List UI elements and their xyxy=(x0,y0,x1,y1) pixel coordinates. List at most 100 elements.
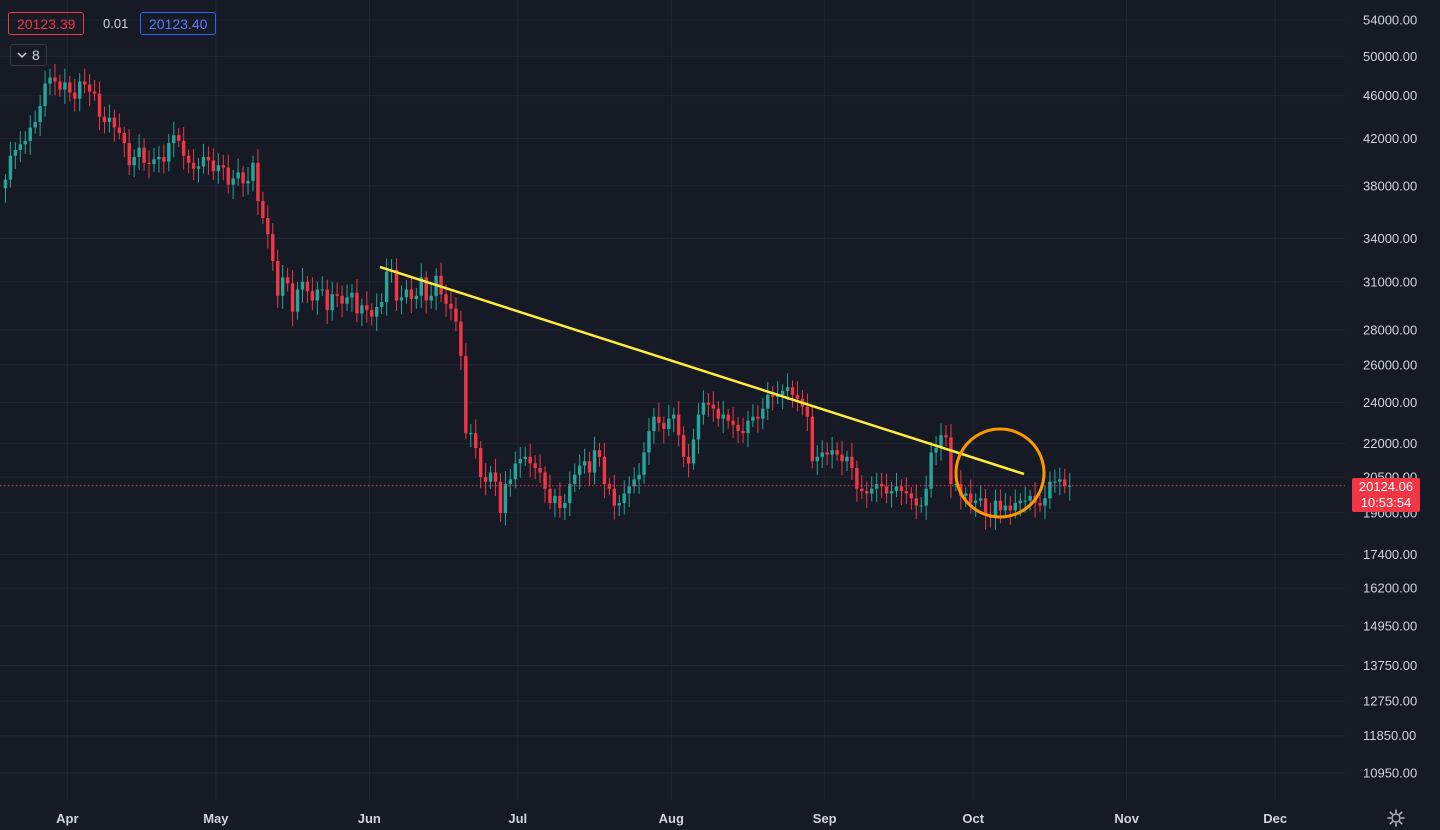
price-axis[interactable]: 54000.00 50000.00 46000.00 42000.00 38000.00… xyxy=(1363,13,1417,781)
time-tick-label: Sep xyxy=(813,811,837,826)
candle-body xyxy=(523,456,527,460)
candle-body xyxy=(360,305,364,314)
candle-body xyxy=(181,140,186,156)
candle-body xyxy=(18,144,23,150)
candle-body xyxy=(568,484,572,504)
candle-body xyxy=(87,84,92,92)
candle-body xyxy=(954,484,958,486)
candle-body xyxy=(553,495,557,504)
candle-body xyxy=(899,486,904,492)
candle-body xyxy=(1063,479,1067,487)
collapse-indicators-button[interactable]: 8 xyxy=(10,44,47,66)
price-tick-label: 46000.00 xyxy=(1363,88,1417,103)
candle-body xyxy=(68,82,72,93)
candle-body xyxy=(924,488,928,506)
candle-body xyxy=(58,81,62,90)
candle-body xyxy=(612,488,617,506)
candle-body xyxy=(998,500,1003,511)
candle-body xyxy=(751,416,755,421)
candle-body xyxy=(384,271,389,303)
candle-body xyxy=(345,297,349,304)
candle-body xyxy=(271,234,275,262)
price-tick-label: 17400.00 xyxy=(1363,547,1417,562)
candle-body xyxy=(78,81,82,99)
candle-body xyxy=(607,484,612,489)
price-tick-label: 31000.00 xyxy=(1363,274,1417,289)
candle-body xyxy=(231,178,235,185)
ask-price-box[interactable]: 20123.40 xyxy=(140,12,217,35)
candle-body xyxy=(340,295,344,304)
candle-body xyxy=(761,408,765,419)
candle-body xyxy=(1038,503,1042,506)
candle-body xyxy=(563,503,567,508)
candle-body xyxy=(63,82,67,90)
candle-body xyxy=(587,461,592,473)
candle-countdown: 10:53:54 xyxy=(1360,495,1412,510)
candle-body xyxy=(112,117,117,128)
candle-body xyxy=(177,135,181,141)
candle-body xyxy=(746,420,750,434)
candle-body xyxy=(1058,479,1062,482)
candle-body xyxy=(647,431,651,453)
candle-body xyxy=(632,479,636,487)
candle-body xyxy=(1028,495,1032,501)
gear-icon[interactable] xyxy=(1386,808,1406,828)
candle-body xyxy=(201,156,206,167)
price-tick-label: 14950.00 xyxy=(1363,619,1417,634)
candle-body xyxy=(13,149,18,156)
candle-body xyxy=(939,435,943,449)
candle-body xyxy=(256,162,260,201)
price-tick-label: 13750.00 xyxy=(1363,658,1417,673)
price-tick-label: 26000.00 xyxy=(1363,357,1417,372)
candle-body xyxy=(152,159,156,164)
candle-body xyxy=(513,463,518,480)
candle-body xyxy=(211,160,216,172)
candle-body xyxy=(191,162,196,169)
time-tick-label: Apr xyxy=(56,811,78,826)
candle-body xyxy=(404,289,409,298)
candle-body xyxy=(246,180,250,184)
candle-body xyxy=(488,472,493,482)
candle-body xyxy=(216,165,221,172)
candle-body xyxy=(122,133,126,144)
candle-body xyxy=(97,93,102,117)
candle-body xyxy=(1003,505,1008,511)
candle-body xyxy=(493,472,498,482)
candle-body xyxy=(538,467,542,473)
candle-body xyxy=(508,479,513,485)
candle-body xyxy=(48,77,52,84)
candle-body xyxy=(790,387,795,395)
candle-body xyxy=(969,493,973,504)
price-tick-label: 12750.00 xyxy=(1363,694,1417,709)
candle-body xyxy=(429,295,433,301)
candle-body xyxy=(107,117,112,123)
candle-body xyxy=(38,106,42,123)
candle-body xyxy=(518,459,522,464)
candle-body xyxy=(53,77,57,82)
bid-price-box[interactable]: 20123.39 xyxy=(8,12,85,35)
candle-body xyxy=(874,484,879,489)
candle-body xyxy=(28,127,32,141)
candle-body xyxy=(330,294,334,311)
candle-body xyxy=(944,435,948,438)
candle-body xyxy=(870,488,874,494)
candle-body xyxy=(1053,481,1057,483)
candle-body xyxy=(736,424,740,432)
candle-body xyxy=(1048,481,1052,499)
candle-body xyxy=(196,166,201,169)
trendline[interactable] xyxy=(379,265,1025,476)
candle-body xyxy=(914,498,918,506)
candle-body xyxy=(365,305,369,311)
candle-body xyxy=(642,452,646,475)
candle-body xyxy=(602,456,607,485)
highlight-circle[interactable] xyxy=(954,427,1046,519)
chart-grid xyxy=(0,0,1345,800)
time-axis[interactable]: Apr May Jun Jul Aug Sep Oct Nov Dec xyxy=(56,811,1287,826)
price-tick-label: 54000.00 xyxy=(1363,13,1417,28)
candle-body xyxy=(949,437,953,485)
candle-body xyxy=(285,277,290,284)
price-tick-label: 22000.00 xyxy=(1363,436,1417,451)
candle-body xyxy=(449,303,453,309)
candle-body xyxy=(845,456,849,462)
